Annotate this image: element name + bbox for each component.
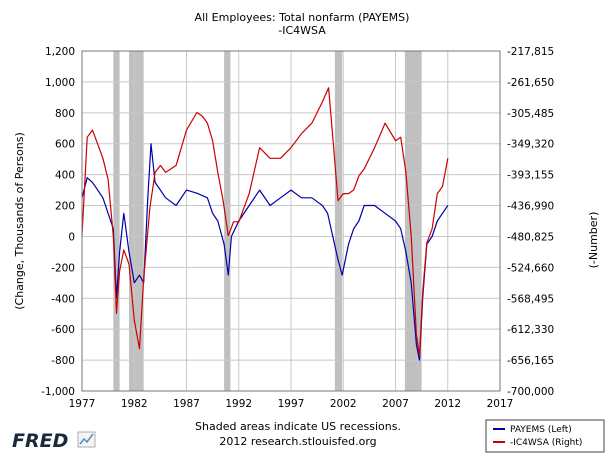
y-left-tick-label: -400 [51, 293, 75, 305]
source-note: 2012 research.stlouisfed.org [219, 435, 376, 448]
x-tick-label: 1987 [173, 398, 200, 410]
y-right-tick-label: -217,815 [507, 46, 554, 58]
y-left-tick-label: 600 [55, 139, 75, 151]
y-right-axis-label: (-Number) [587, 212, 600, 269]
fred-logo: FRED [12, 430, 96, 452]
y-left-tick-label: 200 [55, 201, 75, 213]
x-tick-label: 2002 [330, 398, 357, 410]
recession-band-1 [129, 51, 144, 391]
recession-band-2 [224, 51, 231, 391]
legend-box [485, 419, 605, 453]
y-left-tick-label: 1,000 [45, 77, 75, 89]
series-line-payems [81, 143, 449, 361]
x-tick-label: 1997 [278, 398, 305, 410]
x-tick-label: 1992 [225, 398, 252, 410]
chart-title-line1: All Employees: Total nonfarm (PAYEMS) [195, 11, 410, 24]
chart-title-line2: -IC4WSA [278, 24, 326, 37]
y-left-tick-label: -800 [51, 355, 75, 367]
recession-note: Shaded areas indicate US recessions. [195, 420, 401, 433]
y-right-tick-label: -524,660 [507, 262, 554, 274]
y-right-tick-labels: -217,815 -261,650 -305,485 -349,320 -393,155… [507, 46, 554, 398]
series-lines [81, 87, 449, 361]
recession-band-0 [113, 51, 120, 391]
y-left-axis-label: (Change, Thousands of Persons) [13, 132, 26, 310]
y-right-tick-label: -700,000 [507, 386, 554, 398]
x-tick-label: 2012 [434, 398, 461, 410]
x-tick-label: 2007 [382, 398, 409, 410]
x-tick-label: 1982 [121, 398, 148, 410]
recession-band-4 [404, 51, 422, 391]
chart-icon [77, 431, 96, 448]
y-right-tick-label: -393,155 [507, 170, 554, 182]
y-left-tick-label: -1,000 [41, 386, 75, 398]
y-left-tick-label: 400 [55, 170, 75, 182]
y-left-tick-label: 1,200 [45, 46, 75, 58]
fred-logo-text: FRED [12, 430, 68, 452]
y-right-tick-label: -349,320 [507, 139, 554, 151]
y-left-tick-labels: 1,200 1,000 800 600 400 200 0 -200 -400 -600 -800 -… [41, 46, 75, 398]
y-right-tick-label: -480,825 [507, 231, 554, 243]
y-right-tick-label: -656,165 [507, 355, 554, 367]
legend: PAYEMS (Left) -IC4WSA (Right) [485, 419, 605, 453]
y-right-tick-label: -612,330 [507, 324, 554, 336]
y-left-tick-label: -200 [51, 262, 75, 274]
legend-label-ic4wsa: -IC4WSA (Right) [510, 438, 582, 448]
legend-label-payems: PAYEMS (Left) [510, 425, 572, 435]
x-tick-labels: 1977 1982 1987 1992 1997 2002 2007 2012 2017 [69, 398, 514, 410]
plot-frame [81, 50, 501, 392]
recession-band-3 [334, 51, 343, 391]
y-left-tick-label: 800 [55, 108, 75, 120]
y-right-tick-label: -261,650 [507, 77, 554, 89]
y-right-tick-label: -436,990 [507, 201, 554, 213]
y-right-tick-label: -305,485 [507, 108, 554, 120]
y-left-tick-label: 0 [68, 231, 75, 243]
y-right-tick-label: -568,495 [507, 293, 554, 305]
x-tick-label: 1977 [69, 398, 96, 410]
series-line-ic4wsa [81, 87, 449, 357]
x-tick-label: 2017 [487, 398, 514, 410]
y-left-tick-label: -600 [51, 324, 75, 336]
